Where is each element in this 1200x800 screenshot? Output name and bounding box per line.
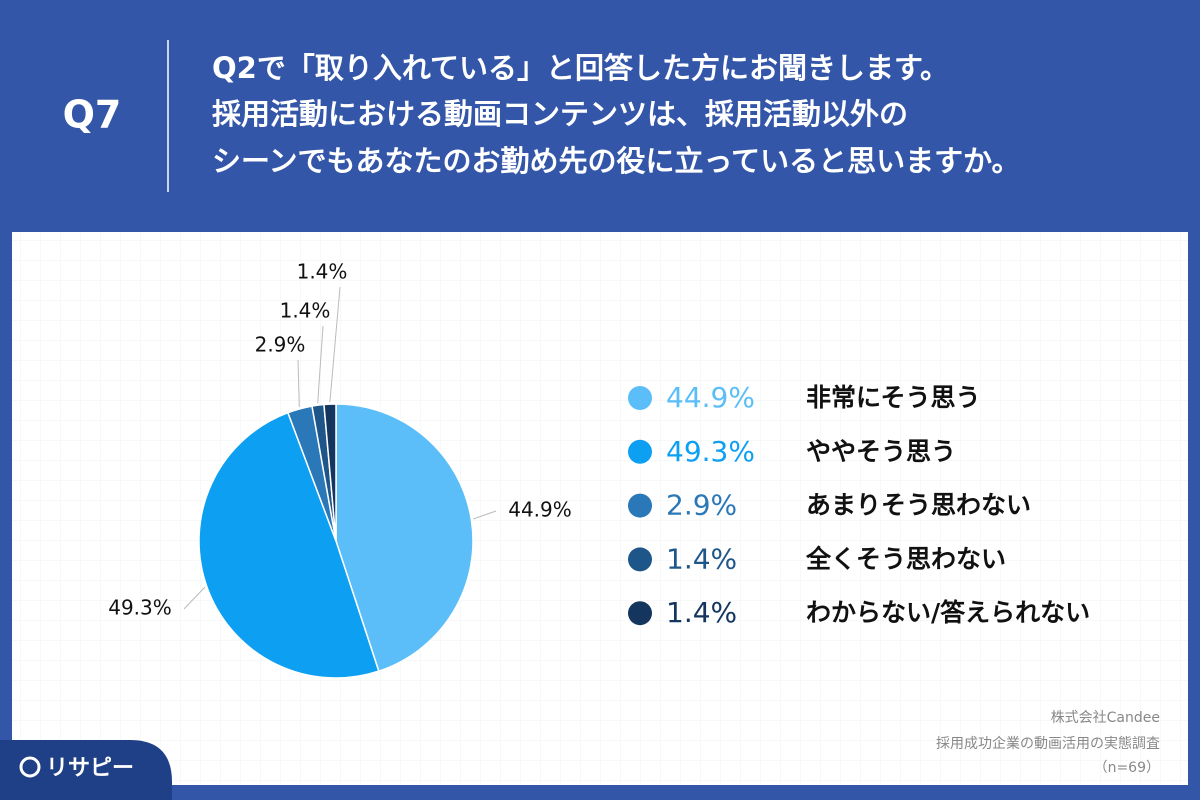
legend-label: あまりそう思わない <box>806 491 1031 520</box>
data-label: 49.3% <box>108 596 172 620</box>
legend-value: 49.3% <box>666 435 755 468</box>
question-number: Q7 <box>63 93 122 137</box>
pie-slice <box>323 403 337 542</box>
leader-line <box>183 586 206 610</box>
pie-slice <box>335 403 474 673</box>
data-label: 2.9% <box>255 333 306 357</box>
legend-value: 44.9% <box>666 381 755 414</box>
data-label: 1.4% <box>297 260 348 284</box>
data-label: 44.9% <box>508 498 572 522</box>
legend-label: 全くそう思わない <box>805 544 1006 573</box>
question-line: Q2で「取り入れている」と回答した方にお聞きします。 <box>212 51 949 85</box>
question-line: 採用活動における動画コンテンツは、採用活動以外の <box>212 97 908 131</box>
logo-tab <box>0 740 172 800</box>
legend-value: 2.9% <box>666 489 737 522</box>
logo: リサピー <box>46 756 134 781</box>
question-line: シーンでもあなたのお勤め先の役に立っていると思いますか。 <box>212 144 1021 178</box>
source: 株式会社Candee <box>1051 710 1160 726</box>
leader-line <box>329 286 341 403</box>
legend-marker <box>628 547 652 572</box>
legend-marker <box>628 439 652 464</box>
legend-marker <box>628 601 652 626</box>
source: （n=69） <box>1094 760 1160 776</box>
legend-label: ややそう思う <box>806 437 956 466</box>
data-label: 1.4% <box>280 299 331 323</box>
legend-value: 1.4% <box>666 542 737 575</box>
logo-icon <box>19 756 41 778</box>
legend-marker <box>628 493 652 518</box>
pie-slice <box>198 411 380 679</box>
legend-label: わからない/答えられない <box>806 598 1090 627</box>
leader-line <box>473 510 497 520</box>
legend-marker <box>628 386 652 410</box>
leader-line <box>297 359 300 407</box>
legend-label: 非常にそう思う <box>806 383 981 412</box>
legend-value: 1.4% <box>666 596 737 629</box>
source: 採用成功企業の動画活用の実態調査 <box>936 735 1160 752</box>
leader-line <box>317 325 324 404</box>
